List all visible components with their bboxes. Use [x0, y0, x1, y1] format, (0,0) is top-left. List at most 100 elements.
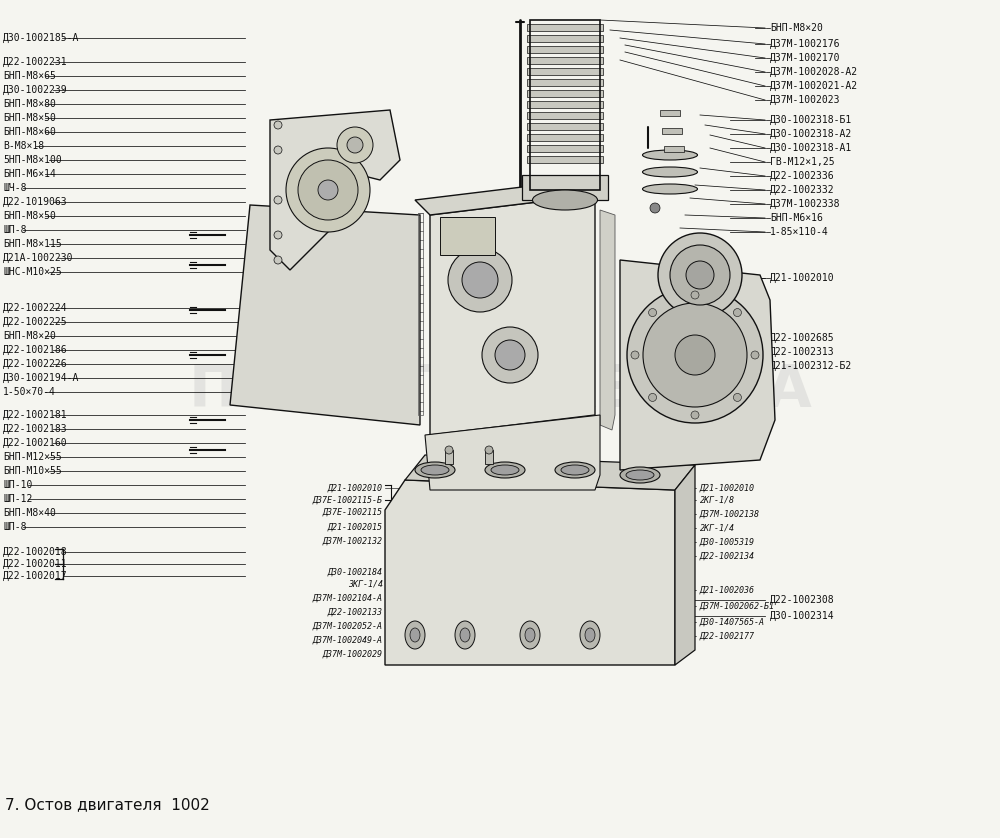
- Bar: [527, 156, 603, 163]
- Ellipse shape: [491, 465, 519, 475]
- Ellipse shape: [525, 628, 535, 642]
- Bar: [527, 79, 603, 86]
- Text: Д30-1002185-А: Д30-1002185-А: [3, 33, 79, 43]
- Text: БНП-М8×20: БНП-М8×20: [3, 331, 56, 341]
- Circle shape: [631, 351, 639, 359]
- Circle shape: [274, 146, 282, 154]
- Circle shape: [649, 308, 657, 317]
- Circle shape: [485, 446, 493, 454]
- Text: Д21-1002010: Д21-1002010: [328, 484, 383, 493]
- Text: Д37М-1002132: Д37М-1002132: [323, 536, 383, 546]
- Circle shape: [751, 351, 759, 359]
- Text: Д30-1002184: Д30-1002184: [328, 567, 383, 577]
- Polygon shape: [385, 480, 675, 665]
- Text: 2КГ-1/8: 2КГ-1/8: [700, 495, 735, 504]
- Bar: [527, 145, 603, 152]
- Text: Д37М-1002138: Д37М-1002138: [700, 510, 760, 519]
- Ellipse shape: [626, 470, 654, 480]
- Text: Д22-1002685: Д22-1002685: [770, 333, 835, 343]
- Bar: [527, 24, 603, 31]
- Text: Д21-1002036: Д21-1002036: [700, 586, 755, 594]
- Text: БНП-М8×50: БНП-М8×50: [3, 113, 56, 123]
- Text: Д22-1002336: Д22-1002336: [770, 171, 835, 181]
- Text: БНП-М8×50: БНП-М8×50: [3, 211, 56, 221]
- Circle shape: [670, 245, 730, 305]
- Polygon shape: [620, 260, 775, 470]
- Text: Д37М-1002049-А: Д37М-1002049-А: [313, 635, 383, 644]
- Bar: [527, 90, 603, 97]
- Text: 5НП-М8×100: 5НП-М8×100: [3, 155, 62, 165]
- Text: БНП-М8×40: БНП-М8×40: [3, 508, 56, 518]
- Ellipse shape: [642, 184, 698, 194]
- Bar: [522, 175, 608, 200]
- Text: Д37М-1002104-А: Д37М-1002104-А: [313, 593, 383, 603]
- Circle shape: [462, 262, 498, 298]
- Text: Д22-1002308: Д22-1002308: [770, 595, 835, 605]
- Text: Д37М-1002023: Д37М-1002023: [770, 95, 840, 105]
- Bar: [527, 134, 603, 141]
- Ellipse shape: [415, 462, 455, 478]
- Circle shape: [733, 308, 741, 317]
- Text: Д37М-1002338: Д37М-1002338: [770, 199, 840, 209]
- Ellipse shape: [460, 628, 470, 642]
- Text: ШП-12: ШП-12: [3, 494, 32, 504]
- Bar: [527, 112, 603, 119]
- Polygon shape: [675, 465, 695, 665]
- Text: Д37Е-1002115-Б: Д37Е-1002115-Б: [313, 495, 383, 504]
- Text: Д22-1002332: Д22-1002332: [770, 185, 835, 195]
- Text: Д37М-1002028-А2: Д37М-1002028-А2: [770, 67, 858, 77]
- Text: ШЧ-8: ШЧ-8: [3, 183, 26, 193]
- Text: 2КГ-1/4: 2КГ-1/4: [700, 524, 735, 532]
- Text: БНП-М6×14: БНП-М6×14: [3, 169, 56, 179]
- Text: Д22-1002133: Д22-1002133: [328, 608, 383, 617]
- Bar: [662, 128, 682, 134]
- Circle shape: [274, 196, 282, 204]
- Text: Д22-1002226: Д22-1002226: [3, 359, 68, 369]
- Circle shape: [298, 160, 358, 220]
- Text: Д21-1002010: Д21-1002010: [770, 273, 835, 283]
- Ellipse shape: [455, 621, 475, 649]
- Text: ШНС-М10×25: ШНС-М10×25: [3, 267, 62, 277]
- Ellipse shape: [532, 190, 598, 210]
- Polygon shape: [405, 455, 695, 490]
- Ellipse shape: [642, 150, 698, 160]
- Text: БНП-М8×60: БНП-М8×60: [3, 127, 56, 137]
- Text: Д37М-1002052-А: Д37М-1002052-А: [313, 622, 383, 630]
- Polygon shape: [415, 180, 595, 215]
- Text: БНП-М10×55: БНП-М10×55: [3, 466, 62, 476]
- Text: В-М8×18: В-М8×18: [3, 141, 44, 151]
- Text: Д21-1002312-Б2: Д21-1002312-Б2: [770, 361, 852, 371]
- Ellipse shape: [585, 628, 595, 642]
- Text: Д30-1407565-А: Д30-1407565-А: [700, 618, 765, 627]
- Bar: [527, 57, 603, 64]
- Text: Д37М-1002176: Д37М-1002176: [770, 39, 840, 49]
- Polygon shape: [230, 205, 420, 425]
- Ellipse shape: [405, 621, 425, 649]
- Text: БНП-М8×80: БНП-М8×80: [3, 99, 56, 109]
- Text: Д22-1002224: Д22-1002224: [3, 303, 68, 313]
- Text: Д21А-1002230: Д21А-1002230: [3, 253, 74, 263]
- Bar: [527, 101, 603, 108]
- Polygon shape: [425, 415, 600, 490]
- Bar: [527, 46, 603, 53]
- Polygon shape: [270, 110, 400, 270]
- Text: Д22-1002160: Д22-1002160: [3, 438, 68, 448]
- Circle shape: [337, 127, 373, 163]
- Text: Д22-1002231: Д22-1002231: [3, 57, 68, 67]
- Circle shape: [643, 303, 747, 407]
- Text: Д37М-1002062-Б1: Д37М-1002062-Б1: [700, 602, 775, 611]
- Circle shape: [445, 446, 453, 454]
- Text: Д30-1002314: Д30-1002314: [770, 611, 835, 621]
- Text: Д22-1002183: Д22-1002183: [3, 424, 68, 434]
- Text: 1-85×110-4: 1-85×110-4: [770, 227, 829, 237]
- Text: ГВ-М12×1,25: ГВ-М12×1,25: [770, 157, 835, 167]
- Text: Д22-1002134: Д22-1002134: [700, 551, 755, 561]
- Circle shape: [627, 287, 763, 423]
- Ellipse shape: [520, 621, 540, 649]
- Text: ПЛАНЕТА ЖЕЛЕЗА: ПЛАНЕТА ЖЕЛЕЗА: [189, 361, 811, 418]
- Bar: [527, 123, 603, 130]
- Text: Д22-1002186: Д22-1002186: [3, 345, 68, 355]
- Text: Д22-1002017: Д22-1002017: [3, 571, 68, 581]
- Text: ШП-10: ШП-10: [3, 480, 32, 490]
- Bar: [485, 450, 493, 464]
